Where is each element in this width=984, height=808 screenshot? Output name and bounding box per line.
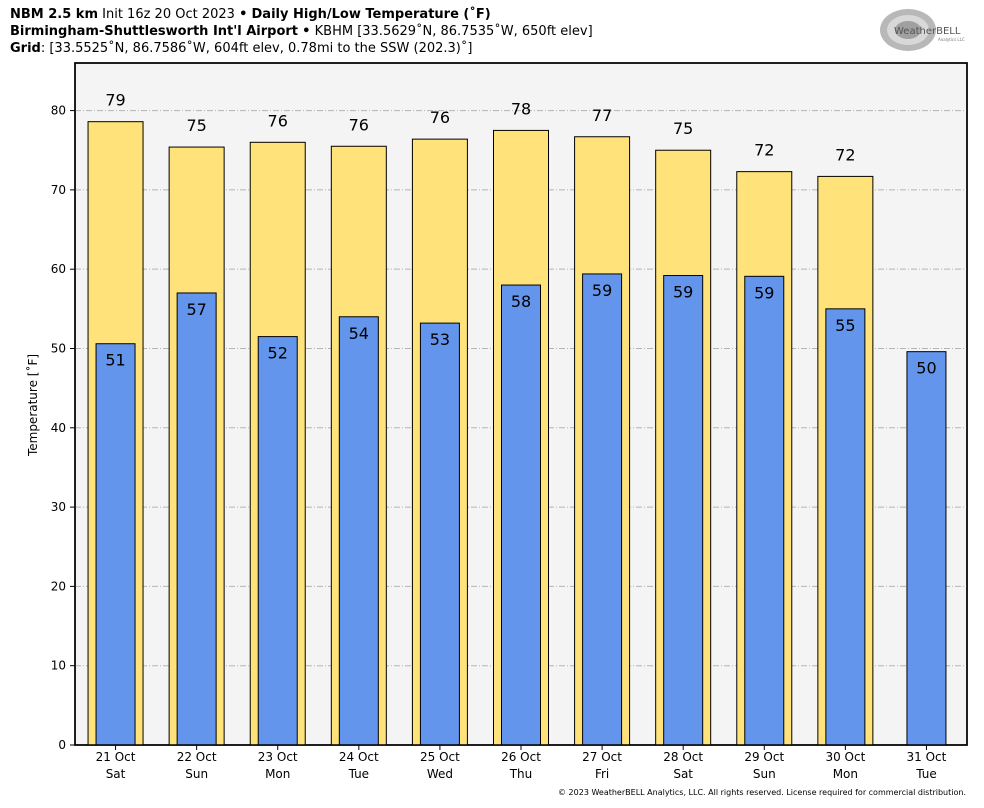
copyright-footer: © 2023 WeatherBELL Analytics, LLC. All r…: [558, 788, 966, 797]
bars: [87, 121, 947, 746]
low-temp-label: 59: [673, 283, 693, 302]
x-tick-label-date: 24 Oct: [339, 750, 379, 764]
high-temp-label: 75: [186, 116, 206, 135]
init-time: Init 16z 20 Oct 2023: [102, 7, 235, 22]
x-tick-label-day: Sat: [106, 767, 126, 781]
high-temp-label: 76: [349, 115, 369, 134]
station-name: Birmingham-Shuttlesworth Int'l Airport: [10, 24, 299, 39]
low-temp-bar: [906, 351, 947, 746]
x-tick-label-day: Sat: [673, 767, 693, 781]
x-tick-label-day: Tue: [915, 767, 937, 781]
chart-title: Daily High/Low Temperature (˚F): [251, 7, 491, 22]
low-temp-label: 51: [105, 351, 125, 370]
x-tick-label-date: 30 Oct: [825, 750, 865, 764]
x-tick-label-date: 21 Oct: [96, 750, 136, 764]
grid-label: Grid: [10, 41, 41, 56]
high-temp-label: 79: [105, 91, 125, 110]
x-tick-label-date: 25 Oct: [420, 750, 460, 764]
x-tick-label-day: Mon: [265, 767, 290, 781]
low-temp-label: 50: [916, 359, 936, 378]
high-temp-label: 78: [511, 99, 531, 118]
y-tick-label: 60: [51, 262, 66, 276]
grid-coords: : [33.5525˚N, 86.7586˚W, 604ft elev, 0.7…: [40, 41, 473, 56]
low-temp-bar: [663, 275, 704, 746]
plot-frame: [74, 62, 968, 746]
chart-header: NBM 2.5 km Init 16z 20 Oct 2023 • Daily …: [10, 6, 593, 57]
logo-text: WeatherBELL: [894, 26, 961, 37]
low-temp-label: 53: [430, 330, 450, 349]
high-temp-label: 72: [835, 145, 855, 164]
x-tick-label-day: Sun: [185, 767, 208, 781]
x-tick-label-day: Mon: [833, 767, 858, 781]
low-temp-label: 58: [511, 292, 531, 311]
y-tick-label: 10: [51, 659, 66, 673]
low-temp-bar: [825, 308, 866, 746]
header-line-3: Grid: [33.5525˚N, 86.7586˚W, 604ft elev,…: [10, 40, 593, 57]
high-temp-label: 72: [754, 141, 774, 160]
low-temp-label: 59: [754, 283, 774, 302]
y-tick-label: 50: [51, 341, 66, 355]
x-tick-label-day: Tue: [348, 767, 370, 781]
low-temp-bar: [744, 275, 785, 746]
y-axis-label: Temperature [˚F]: [25, 354, 40, 457]
x-tick-label-day: Sun: [753, 767, 776, 781]
header-line-2: Birmingham-Shuttlesworth Int'l Airport •…: [10, 23, 593, 40]
x-tick-label-day: Thu: [509, 767, 533, 781]
station-coords: KBHM [33.5629˚N, 86.7535˚W, 650ft elev]: [314, 24, 593, 39]
header-line-1: NBM 2.5 km Init 16z 20 Oct 2023 • Daily …: [10, 6, 593, 23]
high-temp-label: 77: [592, 106, 612, 125]
low-temp-bar: [176, 292, 217, 746]
low-temp-label: 52: [268, 344, 288, 363]
low-temp-label: 57: [186, 300, 206, 319]
high-temp-label: 76: [268, 111, 288, 130]
x-tick-label-date: 28 Oct: [663, 750, 703, 764]
y-tick-label: 70: [51, 183, 66, 197]
y-tick-label: 40: [51, 421, 66, 435]
y-tick-label: 0: [58, 738, 66, 752]
low-temp-label: 59: [592, 281, 612, 300]
low-temp-bar: [582, 273, 623, 746]
low-temp-bar: [501, 284, 541, 746]
low-temp-bar: [419, 322, 460, 746]
low-temp-label: 54: [349, 324, 369, 343]
model-name: NBM 2.5 km: [10, 7, 98, 22]
y-tick-label: 20: [51, 579, 66, 593]
low-temp-label: 55: [835, 316, 855, 335]
x-tick-label-date: 22 Oct: [177, 750, 217, 764]
x-tick-label-date: 29 Oct: [744, 750, 784, 764]
x-tick-label-day: Fri: [595, 767, 609, 781]
x-tick-label-date: 31 Oct: [907, 750, 947, 764]
x-tick-label-day: Wed: [427, 767, 453, 781]
y-tick-label: 30: [51, 500, 66, 514]
low-temp-bar: [95, 343, 136, 746]
x-tick-label-date: 26 Oct: [501, 750, 541, 764]
y-axis-ticks: 0 10 20 30 40 50 60 70 80: [51, 104, 75, 752]
header-separator-2: •: [302, 24, 311, 39]
x-tick-label-date: 23 Oct: [258, 750, 298, 764]
bar-labels: 79 51 75 57 76 52 76 54 76 53 78 58 77 59 75 59 72 59 72 55…: [105, 91, 936, 378]
low-temp-bar: [338, 316, 379, 746]
x-axis-ticks: 21 Oct Sat 22 Oct Sun 23 Oct Mon 24 Oct Tue 25 O…: [96, 745, 947, 781]
logo-subtext: Analytics LLC: [938, 37, 965, 42]
high-temp-label: 75: [673, 119, 693, 138]
low-temp-bar: [257, 336, 298, 746]
y-tick-label: 80: [51, 104, 66, 118]
high-temp-label: 76: [430, 108, 450, 127]
header-separator: •: [239, 7, 248, 22]
weatherbell-logo: WeatherBELL Analytics LLC: [878, 6, 970, 56]
x-tick-label-date: 27 Oct: [582, 750, 622, 764]
